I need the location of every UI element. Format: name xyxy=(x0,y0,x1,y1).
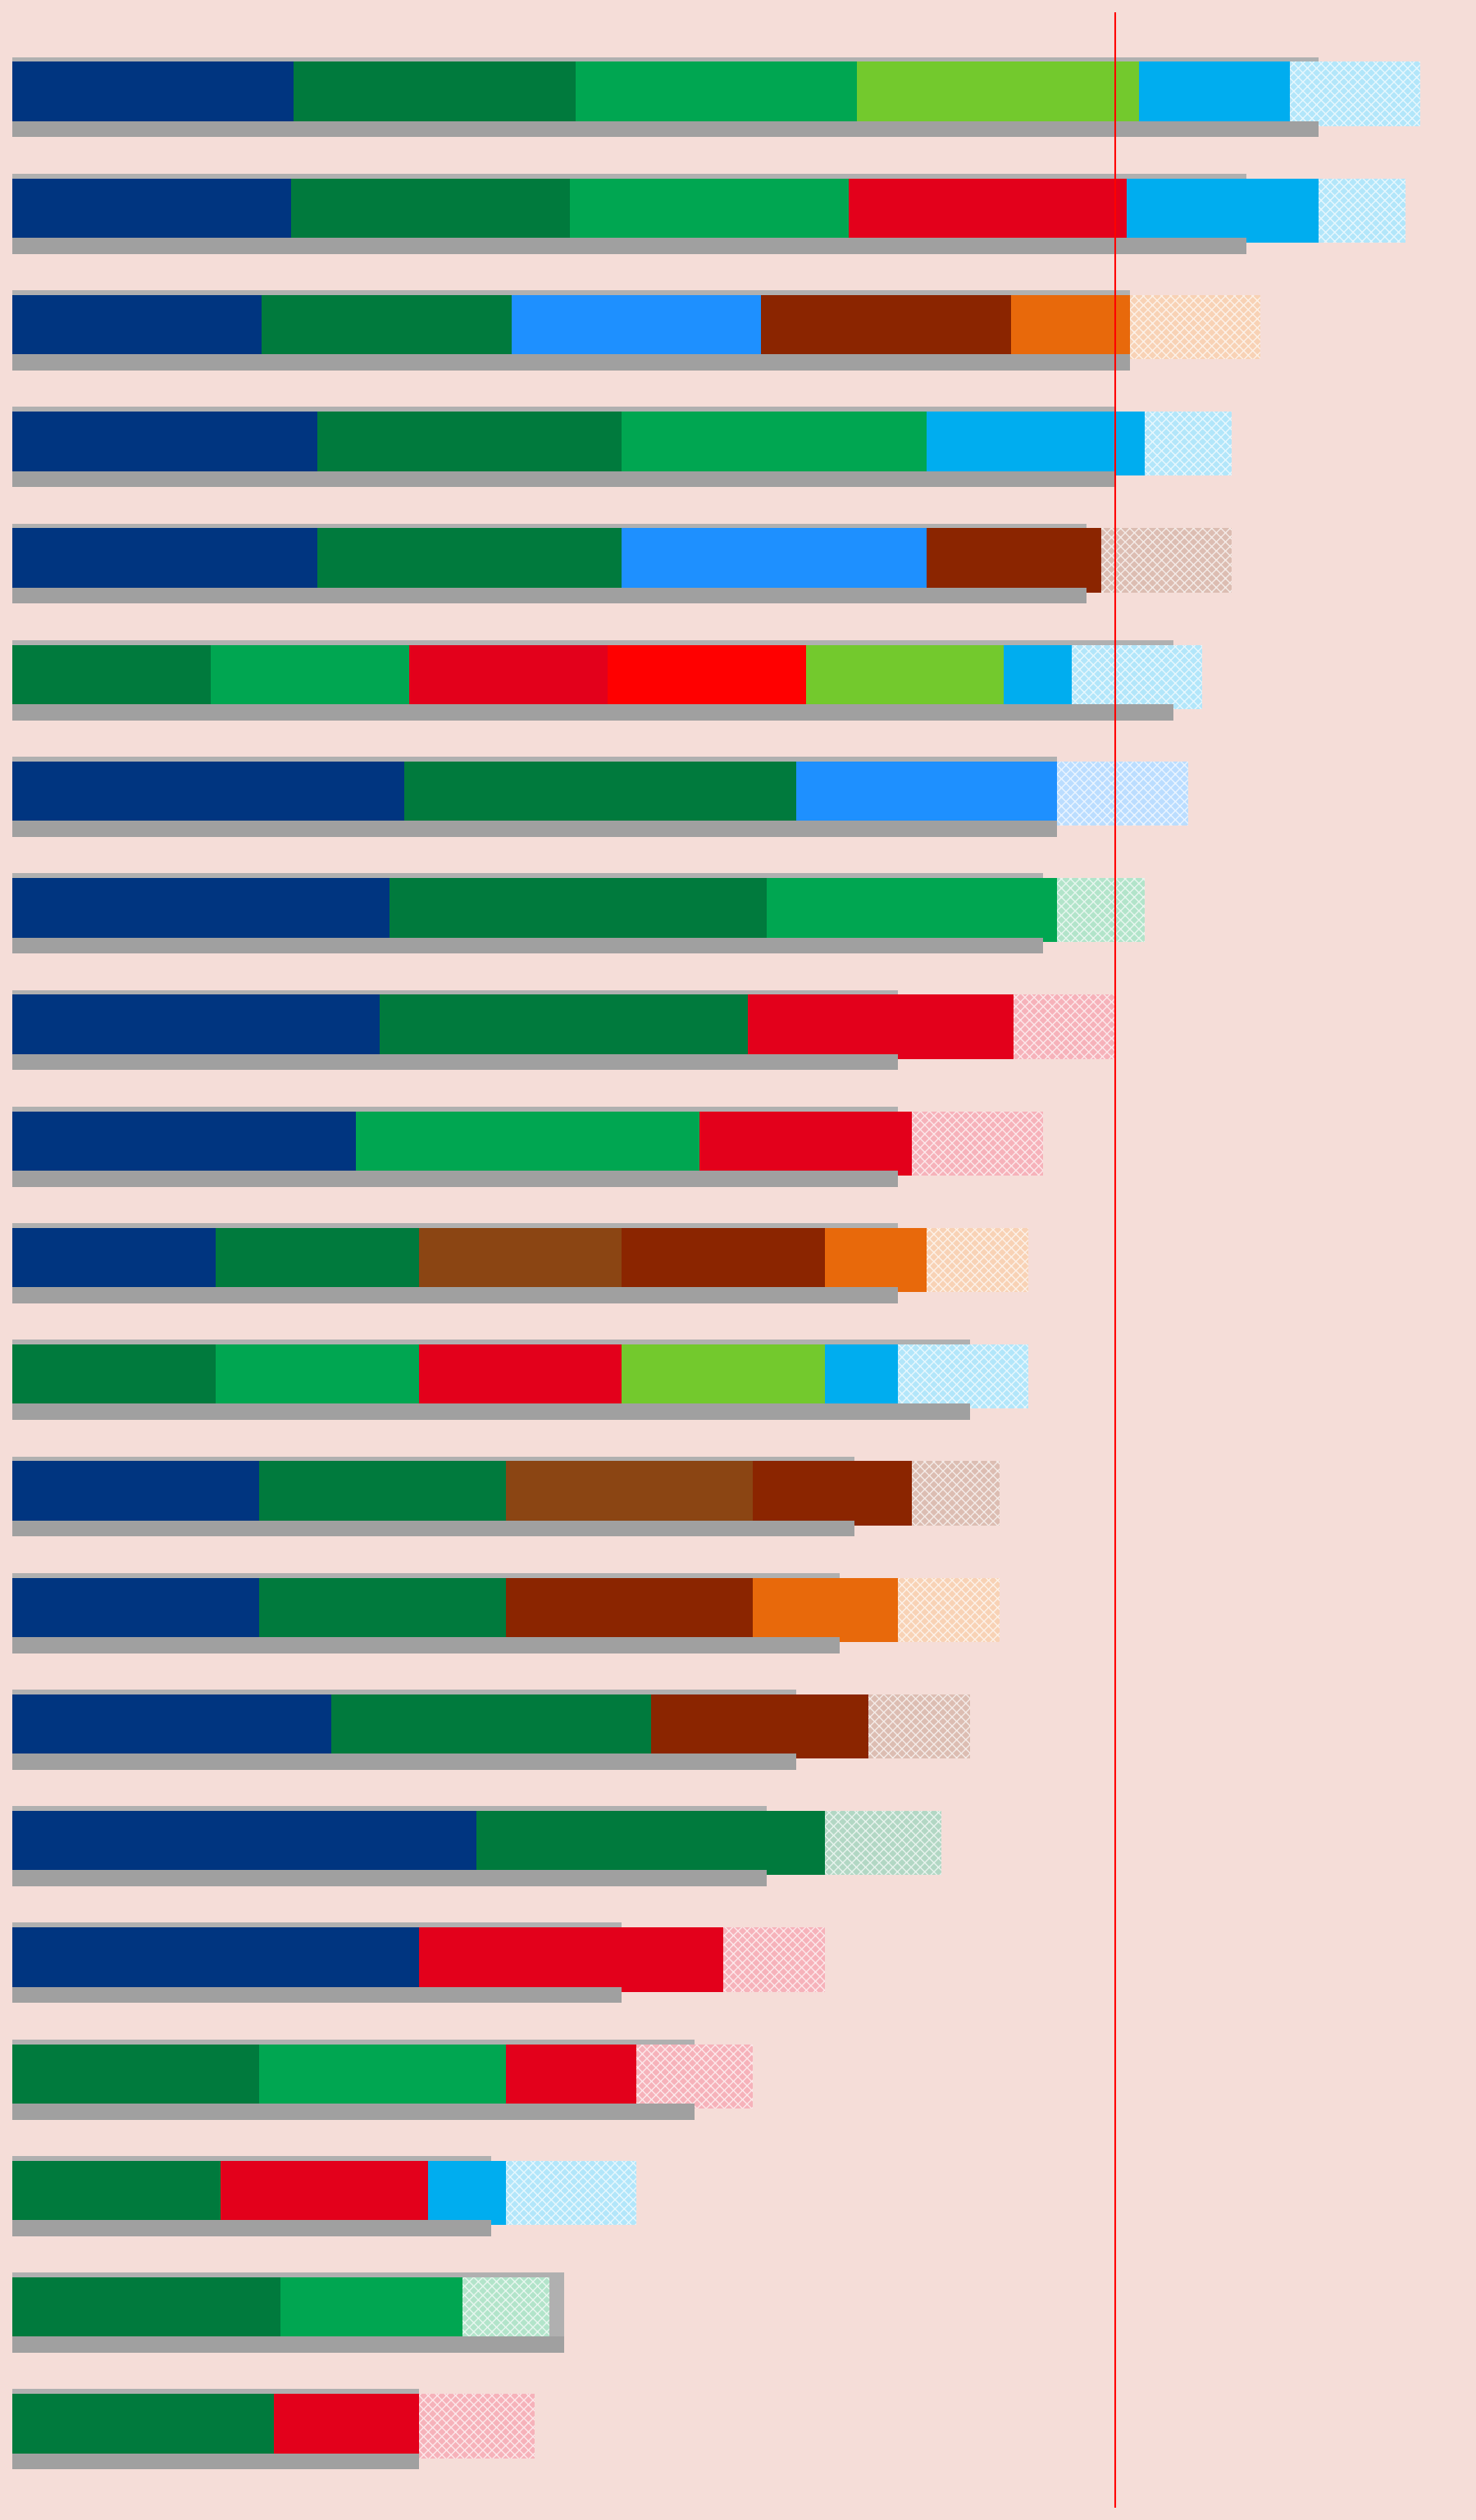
FancyBboxPatch shape xyxy=(912,1111,1042,1174)
Bar xyxy=(12,2104,694,2119)
Bar xyxy=(12,937,1042,953)
FancyBboxPatch shape xyxy=(825,1812,942,1875)
Bar xyxy=(12,822,1057,837)
Bar xyxy=(12,2336,564,2354)
Bar xyxy=(12,703,1173,721)
Bar xyxy=(12,1807,768,1880)
FancyBboxPatch shape xyxy=(506,2160,636,2225)
Bar xyxy=(12,2157,492,2230)
FancyBboxPatch shape xyxy=(1131,295,1261,360)
FancyBboxPatch shape xyxy=(868,1693,970,1759)
Bar xyxy=(12,2454,419,2470)
Bar xyxy=(12,1341,970,1414)
Bar xyxy=(12,2039,694,2114)
FancyBboxPatch shape xyxy=(1144,411,1231,476)
FancyBboxPatch shape xyxy=(1057,877,1144,942)
Bar xyxy=(12,2389,419,2462)
FancyBboxPatch shape xyxy=(897,1346,1029,1409)
Bar xyxy=(12,640,1173,713)
Bar xyxy=(12,58,1318,131)
Bar xyxy=(12,1222,897,1298)
Bar xyxy=(12,1288,897,1303)
Bar xyxy=(12,1688,796,1764)
FancyBboxPatch shape xyxy=(636,2044,753,2109)
Bar xyxy=(12,1520,855,1537)
FancyBboxPatch shape xyxy=(723,1928,825,1991)
FancyBboxPatch shape xyxy=(1290,63,1420,126)
Bar xyxy=(12,1053,897,1071)
Bar xyxy=(12,355,1131,370)
Bar xyxy=(12,1172,897,1187)
Bar xyxy=(12,1572,840,1646)
Bar xyxy=(12,471,1116,486)
FancyBboxPatch shape xyxy=(1057,761,1188,827)
Bar xyxy=(12,290,1131,363)
Bar xyxy=(12,1106,897,1179)
FancyBboxPatch shape xyxy=(927,1227,1029,1293)
FancyBboxPatch shape xyxy=(1318,179,1405,242)
Bar xyxy=(12,1638,840,1653)
Bar xyxy=(12,524,1086,597)
Bar xyxy=(12,1986,621,2003)
Bar xyxy=(12,1754,796,1769)
FancyBboxPatch shape xyxy=(1101,529,1231,592)
FancyBboxPatch shape xyxy=(462,2278,549,2341)
FancyBboxPatch shape xyxy=(419,2394,534,2457)
Bar xyxy=(12,587,1086,605)
Bar xyxy=(12,1404,970,1419)
FancyBboxPatch shape xyxy=(1014,995,1116,1058)
Bar xyxy=(12,2220,492,2235)
FancyBboxPatch shape xyxy=(897,1578,999,1643)
Bar xyxy=(12,1870,768,1887)
Bar xyxy=(12,756,1057,832)
Bar xyxy=(12,174,1246,247)
Bar xyxy=(12,874,1042,948)
Bar xyxy=(12,1923,621,1996)
Bar xyxy=(12,1457,855,1530)
Bar xyxy=(12,990,897,1063)
FancyBboxPatch shape xyxy=(912,1462,999,1525)
Bar xyxy=(12,406,1116,481)
FancyBboxPatch shape xyxy=(1072,645,1203,708)
Bar xyxy=(12,237,1246,255)
Bar xyxy=(12,2273,564,2346)
Bar xyxy=(12,121,1318,136)
